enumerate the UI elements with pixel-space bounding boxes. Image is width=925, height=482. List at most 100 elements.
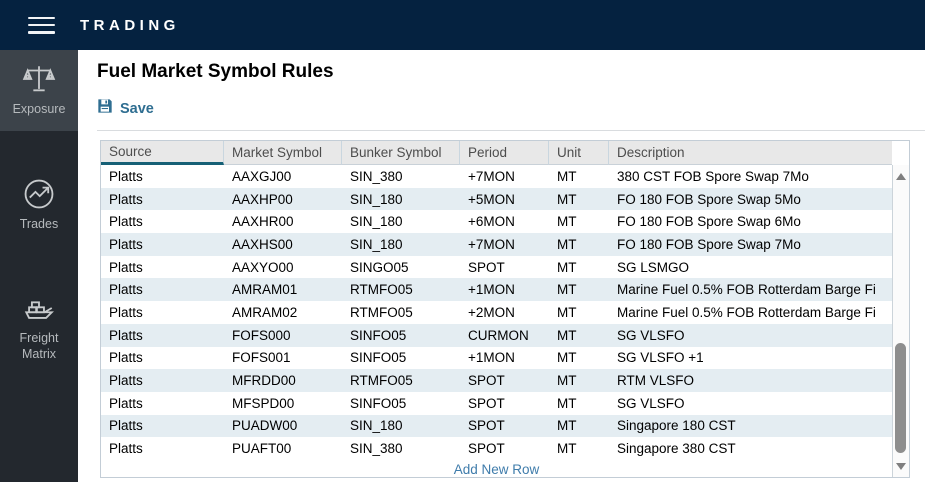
table-cell[interactable]: FO 180 FOB Spore Swap 5Mo <box>617 191 801 207</box>
table-row[interactable]: Platts AAXHR00 SIN_180 +6MON MT FO 180 FOB Sp… <box>101 210 892 234</box>
table-cell[interactable]: Platts <box>109 350 143 366</box>
save-button[interactable]: Save <box>97 98 167 119</box>
table-row[interactable]: Platts AAXYO00 SINGO05 SPOT MT SG LSMGO <box>101 255 892 279</box>
table-cell[interactable]: Platts <box>109 373 143 389</box>
table-cell[interactable]: +7MON <box>468 168 515 184</box>
table-cell[interactable]: RTMFO05 <box>350 304 413 320</box>
table-cell[interactable]: AAXHR00 <box>232 214 294 230</box>
table-cell[interactable]: SG LSMGO <box>617 259 690 275</box>
column-header-market-symbol[interactable]: Market Symbol <box>224 141 342 165</box>
table-row[interactable]: Platts AAXHS00 SIN_180 +7MON MT FO 180 FOB Sp… <box>101 233 892 256</box>
table-cell[interactable]: SIN_180 <box>350 236 403 252</box>
table-cell[interactable]: AAXGJ00 <box>232 168 292 184</box>
table-row[interactable]: Platts FOFS001 SINFO05 +1MON MT SG VLSFO +1 <box>101 346 892 370</box>
table-cell[interactable]: RTM VLSFO <box>617 373 695 389</box>
table-row[interactable]: Platts MFRDD00 RTMFO05 SPOT MT RTM VLSFO <box>101 369 892 392</box>
table-cell[interactable]: SG VLSFO +1 <box>617 350 704 366</box>
table-cell[interactable]: Platts <box>109 418 143 434</box>
sidebar-item-exposure[interactable]: Exposure <box>0 50 78 131</box>
table-cell[interactable]: SIN_180 <box>350 191 403 207</box>
table-cell[interactable]: SIN_180 <box>350 214 403 230</box>
scroll-down-icon[interactable] <box>896 463 906 470</box>
table-row[interactable]: Platts AMRAM01 RTMFO05 +1MON MT Marine Fuel 0… <box>101 278 892 302</box>
table-cell[interactable]: FOFS000 <box>232 327 291 343</box>
table-cell[interactable]: MT <box>557 304 577 320</box>
table-cell[interactable]: PUAFT00 <box>232 441 292 457</box>
table-cell[interactable]: +5MON <box>468 191 515 207</box>
table-cell[interactable]: Platts <box>109 191 143 207</box>
table-row[interactable]: Platts FOFS000 SINFO05 CURMON MT SG VLSFO <box>101 323 892 347</box>
table-cell[interactable]: MT <box>557 441 577 457</box>
table-cell[interactable]: SINFO05 <box>350 395 407 411</box>
table-cell[interactable]: AAXHS00 <box>232 236 293 252</box>
table-cell[interactable]: +2MON <box>468 304 515 320</box>
table-cell[interactable]: Singapore 180 CST <box>617 418 736 434</box>
column-header-source[interactable]: Source <box>101 141 224 165</box>
table-cell[interactable]: Marine Fuel 0.5% FOB Rotterdam Barge Fi <box>617 282 876 298</box>
hamburger-menu-icon[interactable] <box>28 16 55 34</box>
table-cell[interactable]: FO 180 FOB Spore Swap 7Mo <box>617 236 801 252</box>
table-cell[interactable]: SINFO05 <box>350 350 407 366</box>
table-cell[interactable]: MFSPD00 <box>232 395 295 411</box>
table-cell[interactable]: FOFS001 <box>232 350 291 366</box>
table-cell[interactable]: SG VLSFO <box>617 327 685 343</box>
table-cell[interactable]: SINGO05 <box>350 259 409 275</box>
table-cell[interactable]: MT <box>557 373 577 389</box>
add-new-row-link[interactable]: Add New Row <box>453 461 540 477</box>
table-cell[interactable]: FO 180 FOB Spore Swap 6Mo <box>617 214 801 230</box>
table-cell[interactable]: +6MON <box>468 214 515 230</box>
scrollbar-thumb[interactable] <box>895 343 906 453</box>
table-cell[interactable]: MT <box>557 191 577 207</box>
table-cell[interactable]: SPOT <box>468 418 505 434</box>
table-cell[interactable]: MT <box>557 282 577 298</box>
table-cell[interactable]: +1MON <box>468 350 515 366</box>
table-cell[interactable]: Singapore 380 CST <box>617 441 736 457</box>
table-cell[interactable]: MT <box>557 418 577 434</box>
table-cell[interactable]: Platts <box>109 304 143 320</box>
table-cell[interactable]: MT <box>557 214 577 230</box>
table-row[interactable]: Platts MFSPD00 SINFO05 SPOT MT SG VLSFO <box>101 391 892 415</box>
table-cell[interactable]: SG VLSFO <box>617 395 685 411</box>
table-cell[interactable]: AMRAM02 <box>232 304 298 320</box>
table-row[interactable]: Platts AAXHP00 SIN_180 +5MON MT FO 180 FOB Sp… <box>101 187 892 211</box>
table-cell[interactable]: Platts <box>109 282 143 298</box>
table-cell[interactable]: Platts <box>109 395 143 411</box>
table-cell[interactable]: SIN_180 <box>350 418 403 434</box>
table-cell[interactable]: 380 CST FOB Spore Swap 7Mo <box>617 168 809 184</box>
table-cell[interactable]: Platts <box>109 441 143 457</box>
sidebar-item-trades[interactable]: Trades <box>0 165 78 246</box>
column-header-bunker-symbol[interactable]: Bunker Symbol <box>342 141 460 165</box>
table-cell[interactable]: MT <box>557 395 577 411</box>
column-header-description[interactable]: Description <box>609 141 892 165</box>
table-cell[interactable]: RTMFO05 <box>350 373 413 389</box>
table-cell[interactable]: MT <box>557 327 577 343</box>
table-cell[interactable]: +7MON <box>468 236 515 252</box>
table-cell[interactable]: Platts <box>109 168 143 184</box>
table-row[interactable]: Platts PUADW00 SIN_180 SPOT MT Singapore 180 … <box>101 414 892 438</box>
table-scrollbar[interactable] <box>892 165 909 477</box>
table-cell[interactable]: SIN_380 <box>350 441 403 457</box>
table-cell[interactable]: MFRDD00 <box>232 373 296 389</box>
table-cell[interactable]: SPOT <box>468 441 505 457</box>
table-cell[interactable]: AMRAM01 <box>232 282 298 298</box>
table-cell[interactable]: MT <box>557 350 577 366</box>
sidebar-item-freight-matrix[interactable]: Freight Matrix <box>0 279 78 375</box>
table-cell[interactable]: RTMFO05 <box>350 282 413 298</box>
table-cell[interactable]: Platts <box>109 259 143 275</box>
table-cell[interactable]: MT <box>557 236 577 252</box>
table-row[interactable]: Platts PUAFT00 SIN_380 SPOT MT Singapore 380 … <box>101 437 892 460</box>
column-header-unit[interactable]: Unit <box>549 141 609 165</box>
table-cell[interactable]: SPOT <box>468 373 505 389</box>
scroll-up-icon[interactable] <box>896 173 906 180</box>
table-cell[interactable]: +1MON <box>468 282 515 298</box>
table-cell[interactable]: AAXYO00 <box>232 259 294 275</box>
table-cell[interactable]: Platts <box>109 214 143 230</box>
table-cell[interactable]: MT <box>557 259 577 275</box>
table-cell[interactable]: SPOT <box>468 259 505 275</box>
table-cell[interactable]: PUADW00 <box>232 418 298 434</box>
table-row[interactable]: Platts AAXGJ00 SIN_380 +7MON MT 380 CST FOB S… <box>101 165 892 188</box>
table-row[interactable]: Platts AMRAM02 RTMFO05 +2MON MT Marine Fuel 0… <box>101 301 892 324</box>
table-cell[interactable]: Marine Fuel 0.5% FOB Rotterdam Barge Fi <box>617 304 876 320</box>
table-cell[interactable]: SIN_380 <box>350 168 403 184</box>
table-cell[interactable]: AAXHP00 <box>232 191 293 207</box>
